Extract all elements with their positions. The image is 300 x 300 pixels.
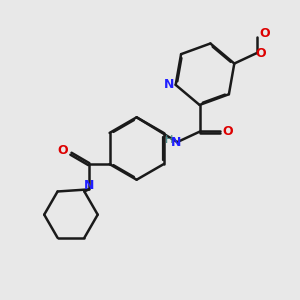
Text: O: O xyxy=(57,144,68,157)
Text: O: O xyxy=(260,27,270,40)
Text: N: N xyxy=(164,78,174,92)
Text: N: N xyxy=(84,179,94,192)
Text: O: O xyxy=(256,46,266,60)
Text: N: N xyxy=(171,136,181,148)
Text: H: H xyxy=(165,135,173,145)
Text: O: O xyxy=(223,125,233,138)
